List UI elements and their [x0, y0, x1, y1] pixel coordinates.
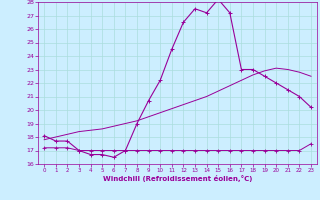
- X-axis label: Windchill (Refroidissement éolien,°C): Windchill (Refroidissement éolien,°C): [103, 175, 252, 182]
